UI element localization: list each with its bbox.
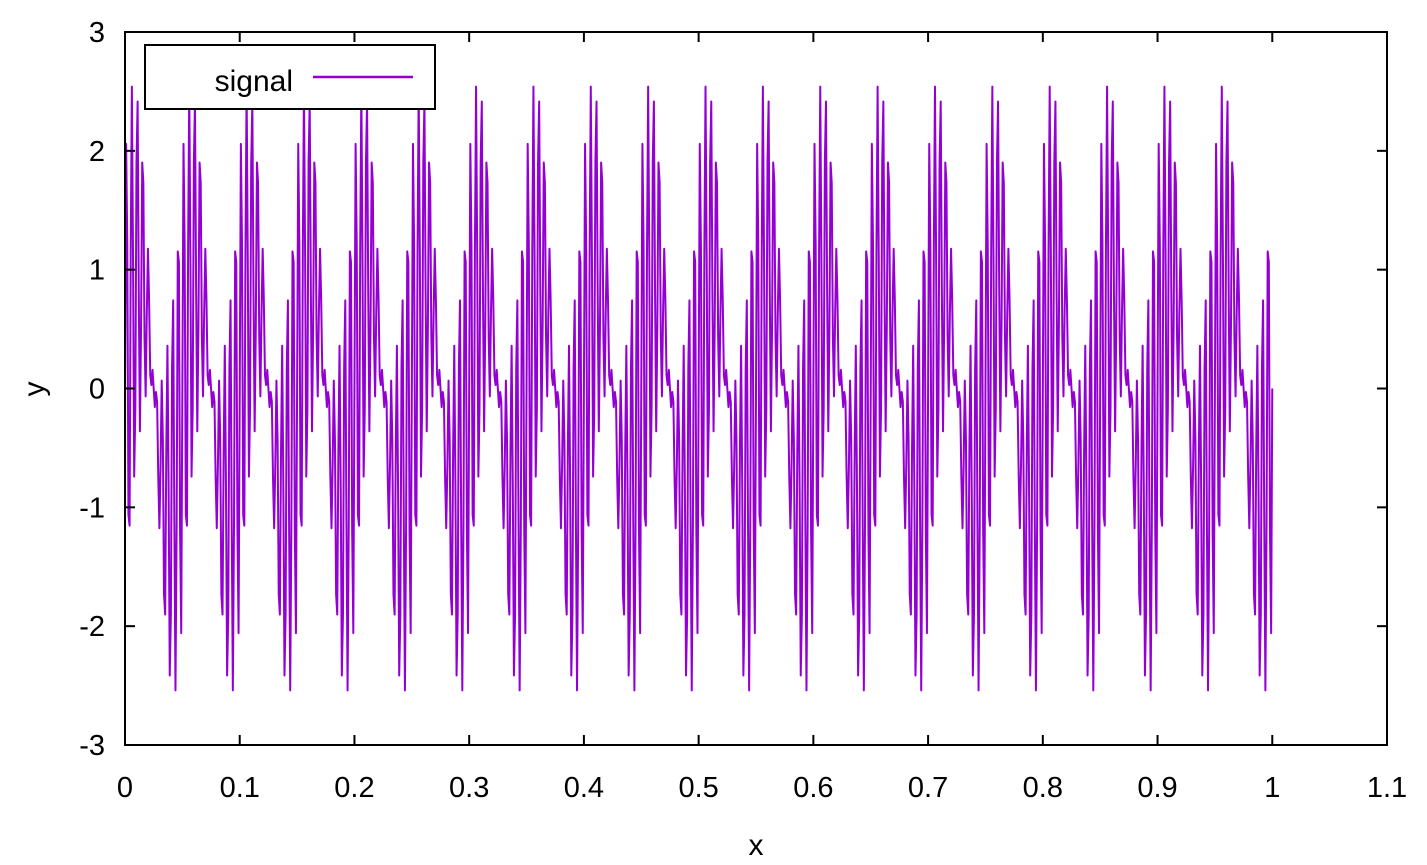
- x-tick-label: 0.3: [449, 772, 489, 804]
- y-tick-label: -3: [79, 730, 105, 762]
- y-tick-label: 1: [89, 255, 105, 287]
- y-tick-label: -1: [79, 492, 105, 524]
- y-tick-label: 3: [89, 17, 105, 49]
- y-axis-label: y: [18, 382, 51, 397]
- legend-entry-signal: signal: [215, 65, 293, 98]
- x-tick-label: 1.1: [1367, 772, 1407, 804]
- x-axis-ticks: 0 0.1 0.2 0.3 0.4 0.5 0.6 0.7 0.8 0.9 1 1.1: [117, 32, 1407, 804]
- y-tick-label: -2: [79, 611, 105, 643]
- x-tick-label: 1: [1264, 772, 1280, 804]
- x-tick-label: 0.9: [1137, 772, 1177, 804]
- legend: signal: [144, 44, 436, 110]
- x-tick-label: 0.7: [908, 772, 948, 804]
- y-tick-label: 2: [89, 136, 105, 168]
- y-tick-label: 0: [89, 374, 105, 406]
- signal-series-layer: [124, 85, 1274, 692]
- x-tick-label: 0.5: [678, 772, 718, 804]
- x-tick-label: 0: [117, 772, 133, 804]
- x-tick-label: 0.2: [334, 772, 374, 804]
- x-tick-label: 0.6: [793, 772, 833, 804]
- x-axis-label: x: [749, 829, 764, 862]
- x-tick-label: 0.4: [564, 772, 604, 804]
- series-line-signal: [124, 85, 1274, 692]
- x-tick-label: 0.8: [1023, 772, 1063, 804]
- y-axis-ticks: 3 2 1 0 -1 -2 -3: [79, 17, 1387, 762]
- x-tick-label: 0.1: [220, 772, 260, 804]
